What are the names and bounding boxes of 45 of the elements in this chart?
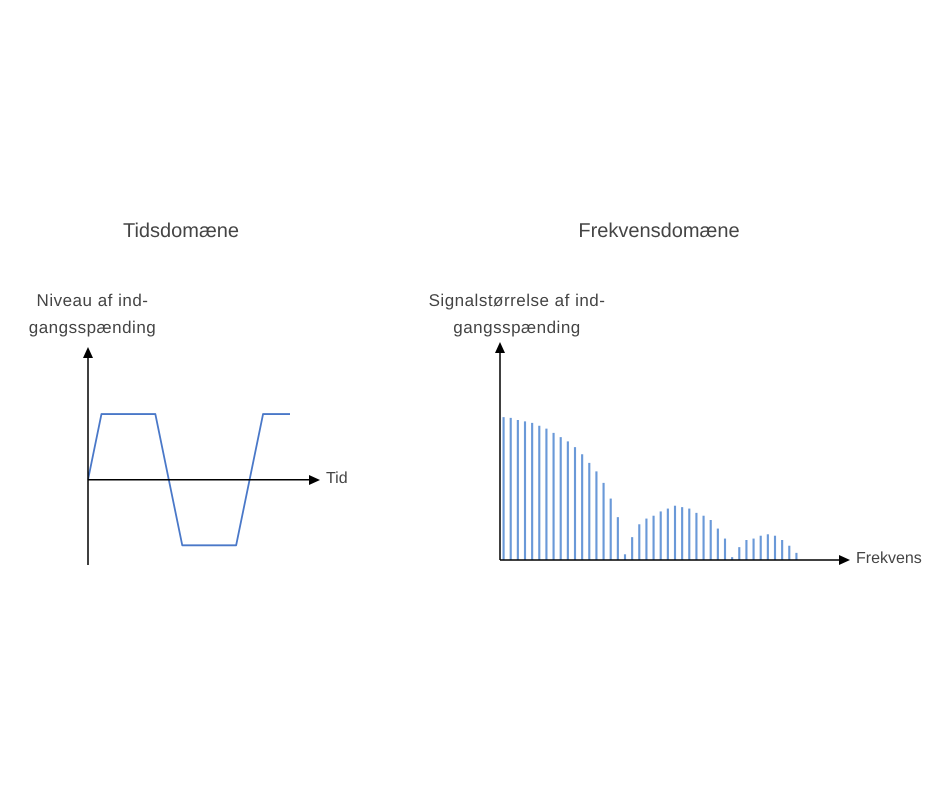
bar — [781, 540, 784, 560]
bar — [702, 516, 705, 560]
bar — [674, 506, 676, 560]
bar — [710, 520, 712, 560]
bar — [545, 428, 548, 560]
chart-title: Frekvensdomæne — [578, 220, 740, 243]
bar — [560, 437, 562, 560]
bar — [688, 508, 690, 560]
bar — [588, 462, 590, 560]
bar — [524, 421, 526, 560]
bar — [616, 517, 619, 560]
bar — [645, 518, 648, 560]
bar — [510, 418, 512, 560]
bar — [631, 537, 634, 560]
x-axis-title: Frekvens — [856, 550, 922, 568]
bar — [595, 471, 598, 560]
bar — [581, 454, 584, 560]
bar — [716, 528, 719, 560]
bar — [574, 447, 576, 560]
bar — [760, 536, 762, 560]
bar — [552, 432, 555, 560]
bar — [531, 422, 534, 560]
bar — [602, 482, 605, 560]
bar — [752, 538, 755, 560]
bar — [538, 426, 540, 560]
bar — [652, 516, 655, 560]
bar — [516, 420, 519, 560]
y-axis-title: Niveau af ind-gangsspænding — [28, 290, 158, 339]
bar — [745, 540, 748, 560]
bar — [666, 508, 669, 560]
bar — [660, 511, 662, 560]
bar — [766, 534, 769, 560]
y-axis-title: Signalstørrelse af ind-gangsspænding — [428, 290, 606, 339]
chart-title: Tidsdomæne — [123, 220, 239, 243]
bar — [681, 507, 684, 560]
bar — [774, 536, 776, 560]
bar — [724, 538, 726, 560]
x-axis-title: Tid — [326, 470, 348, 488]
bar — [638, 524, 640, 560]
bar — [695, 512, 698, 560]
bar — [738, 547, 740, 560]
bar — [502, 417, 505, 560]
bar — [610, 498, 612, 560]
bar — [566, 441, 569, 560]
bar — [788, 546, 790, 560]
